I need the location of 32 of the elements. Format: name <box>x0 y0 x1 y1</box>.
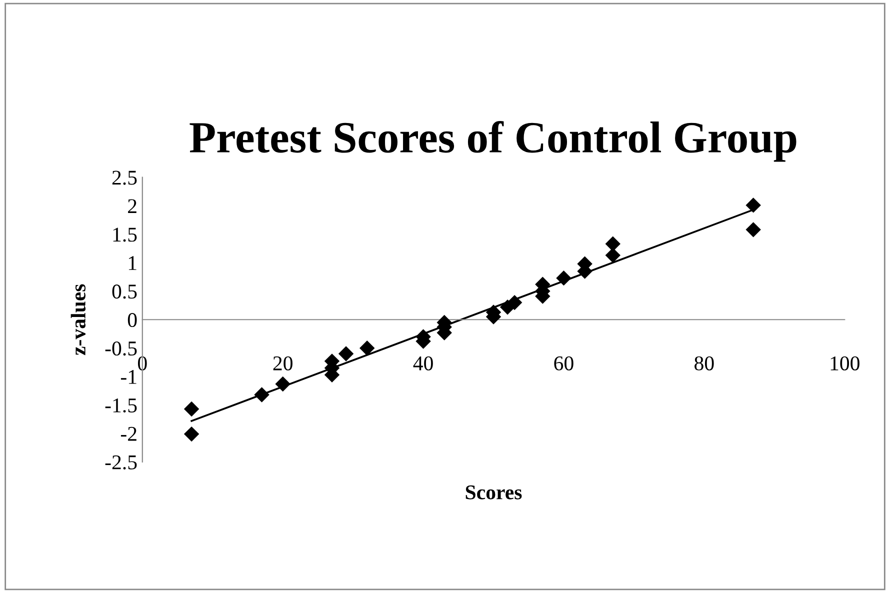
x-tick-label: 40 <box>413 356 433 370</box>
y-tick-label: 2.5 <box>112 170 137 185</box>
y-tick-label: -2 <box>120 426 136 441</box>
x-tick-label: 80 <box>694 356 714 370</box>
y-tick-label: 0.5 <box>112 284 137 299</box>
y-tick-label: -0.5 <box>105 341 137 356</box>
point <box>275 376 290 392</box>
chart-title: Pretest Scores of Control Group <box>190 121 796 162</box>
y-tick-label: -2.5 <box>105 455 137 470</box>
point <box>184 426 200 442</box>
point <box>254 387 270 402</box>
x-axis-title: Scores <box>466 485 522 500</box>
y-tick-label: 1 <box>128 256 136 270</box>
y-axis-title: z-values <box>70 284 86 356</box>
point <box>184 401 200 417</box>
y-tick-label: -1.5 <box>105 398 137 413</box>
y-tick-label: 1.5 <box>113 228 137 242</box>
x-tick-label: 0 <box>138 356 147 370</box>
point <box>605 248 620 263</box>
y-tick-label: -1 <box>120 370 136 384</box>
point <box>605 236 620 252</box>
y-tick-label: 0 <box>128 313 137 328</box>
x-tick-label: 20 <box>273 356 292 370</box>
point <box>746 222 761 238</box>
point <box>338 346 354 362</box>
x-tick-label: 100 <box>830 356 860 370</box>
point <box>360 340 375 356</box>
y-tick-label: 2 <box>128 199 136 213</box>
point <box>746 198 761 213</box>
point <box>556 270 572 286</box>
point <box>506 294 522 310</box>
x-tick-label: 60 <box>554 356 574 370</box>
